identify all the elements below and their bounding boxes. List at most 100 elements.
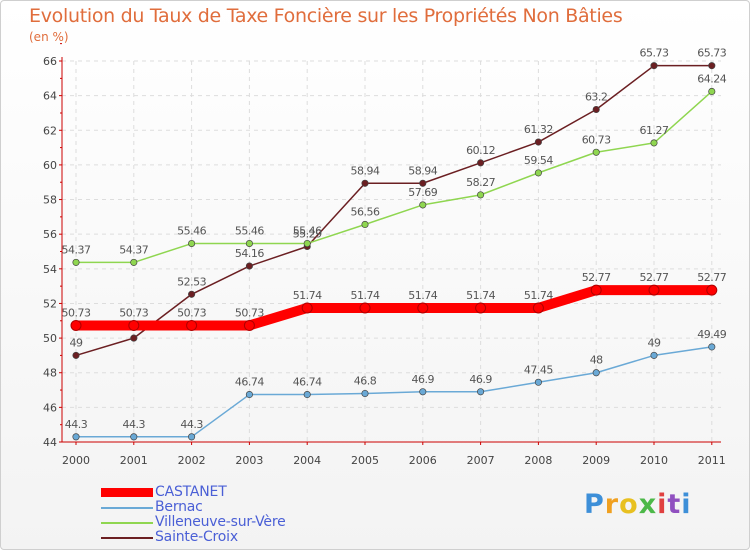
data-label: 65.73 <box>697 47 726 60</box>
data-point <box>361 389 369 398</box>
chart-title: Evolution du Taux de Taxe Foncière sur l… <box>29 5 623 27</box>
data-point <box>130 334 138 342</box>
legend-swatch <box>101 506 153 509</box>
data-label: 44.3 <box>65 418 88 431</box>
data-label: 58.94 <box>351 164 380 177</box>
data-point <box>245 390 253 399</box>
data-point <box>706 284 718 296</box>
data-label: 54.16 <box>235 247 264 260</box>
data-label: 49.49 <box>697 328 726 341</box>
x-tick-label: 2003 <box>235 454 263 467</box>
data-point <box>130 433 138 441</box>
data-label: 49 <box>648 336 661 349</box>
data-point <box>245 239 253 248</box>
data-point <box>477 191 485 199</box>
x-tick-label: 2006 <box>409 454 437 467</box>
data-label: 44.3 <box>180 418 203 431</box>
logo-letter: x <box>638 489 658 520</box>
y-tick-label: 56 <box>43 228 57 241</box>
logo-letter: t <box>667 489 682 520</box>
data-label: 59.54 <box>524 154 553 167</box>
y-tick-label: 46 <box>43 401 57 414</box>
data-point <box>592 148 600 156</box>
y-tick-label: 62 <box>43 124 57 137</box>
data-point <box>243 319 255 331</box>
data-label: 55.46 <box>293 225 322 238</box>
data-point <box>72 258 80 266</box>
y-tick-label: 60 <box>43 159 57 172</box>
y-tick-label: 52 <box>43 297 57 310</box>
data-point <box>534 138 542 146</box>
legend-label: Villeneuve-sur-Vère <box>155 514 286 530</box>
data-point <box>186 319 198 331</box>
legend: CASTANET Bernac Villeneuve-sur-Vère Sain… <box>101 485 286 545</box>
data-point <box>532 302 544 314</box>
x-tick-label: 2002 <box>178 454 206 467</box>
data-label: 57.69 <box>408 186 437 199</box>
data-point <box>592 105 600 114</box>
x-tick-label: 2000 <box>62 454 90 467</box>
data-label: 51.74 <box>408 289 437 302</box>
data-point <box>592 369 600 377</box>
legend-label: Bernac <box>155 499 203 515</box>
x-tick-label: 2009 <box>582 454 610 467</box>
data-point <box>128 319 140 331</box>
series-line <box>71 285 717 331</box>
data-point <box>708 343 716 351</box>
logo-letter: P <box>584 489 605 520</box>
data-point <box>534 378 542 386</box>
legend-item: CASTANET <box>101 485 286 500</box>
data-label: 60.12 <box>466 144 495 157</box>
data-label: 52.77 <box>640 271 669 284</box>
series-line <box>75 90 713 264</box>
x-tick-label: 2005 <box>351 454 379 467</box>
y-axis-unit: (en %) <box>29 30 69 44</box>
data-label: 56.56 <box>351 205 380 218</box>
data-label: 61.27 <box>640 124 669 137</box>
series-line <box>75 64 713 357</box>
x-tick-label: 2008 <box>524 454 552 467</box>
data-point <box>70 319 82 331</box>
data-label: 63.2 <box>585 90 608 103</box>
legend-swatch <box>101 536 153 539</box>
data-label: 50.73 <box>119 306 148 319</box>
data-point <box>534 169 542 177</box>
data-point <box>650 139 658 147</box>
data-label: 46.8 <box>354 375 377 388</box>
data-point <box>650 351 658 359</box>
y-tick-label: 64 <box>43 90 57 103</box>
data-point <box>188 239 196 248</box>
data-point <box>419 179 427 187</box>
logo-letter: o <box>619 489 639 520</box>
data-label: 48 <box>590 354 603 367</box>
data-label: 47.45 <box>524 363 553 376</box>
data-point <box>361 179 369 187</box>
data-label: 55.29 <box>293 227 322 240</box>
y-tick-label: 48 <box>43 367 57 380</box>
data-label: 50.73 <box>235 306 264 319</box>
series-line <box>75 346 713 438</box>
data-label: 49 <box>70 336 83 349</box>
data-point <box>419 201 427 209</box>
data-label: 50.73 <box>62 306 91 319</box>
x-tick-label: 2007 <box>467 454 495 467</box>
data-label: 50.73 <box>177 306 206 319</box>
data-point <box>708 62 716 70</box>
logo-letter: r <box>604 489 620 520</box>
data-point <box>301 302 313 314</box>
data-label: 52.77 <box>697 271 726 284</box>
logo-letter: i <box>657 489 668 520</box>
data-label: 58.94 <box>408 164 437 177</box>
x-tick-label: 2001 <box>120 454 148 467</box>
data-point <box>359 302 371 314</box>
data-point <box>303 390 311 399</box>
data-point <box>590 284 602 296</box>
y-tick-label: 66 <box>43 55 57 68</box>
data-label: 46.74 <box>235 376 264 389</box>
data-label: 54.37 <box>62 243 91 256</box>
data-label: 64.24 <box>697 72 726 85</box>
data-point <box>650 62 658 70</box>
data-label: 52.53 <box>177 275 206 288</box>
data-label: 46.9 <box>412 373 435 386</box>
